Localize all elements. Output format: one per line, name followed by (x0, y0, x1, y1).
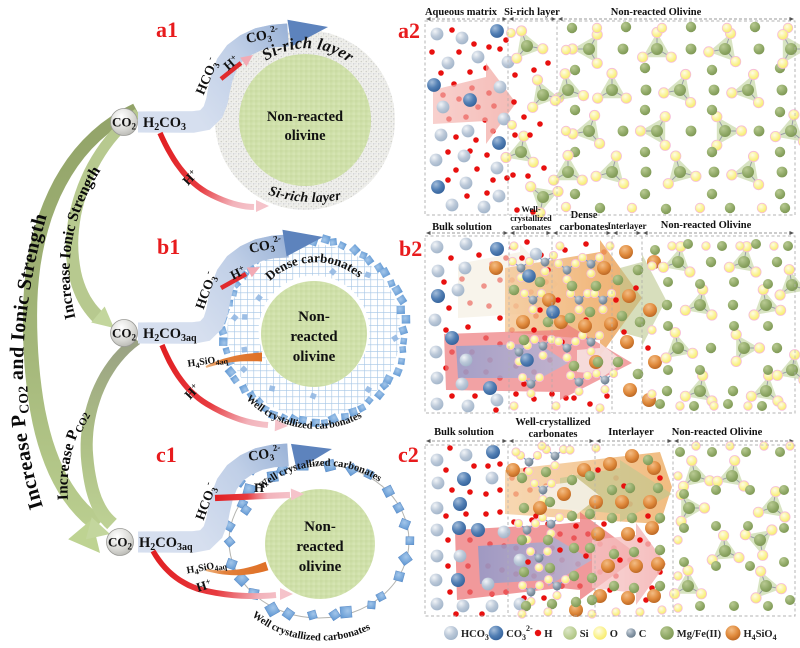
svg-text:c2: c2 (398, 442, 419, 467)
svg-text:H2CO3: H2CO3 (143, 115, 186, 133)
svg-text:C: C (639, 629, 647, 640)
svg-text:olivine: olivine (293, 349, 336, 365)
svg-text:reacted: reacted (290, 329, 338, 345)
svg-text:CO32-: CO32- (247, 442, 283, 466)
svg-text:H: H (544, 629, 552, 640)
svg-text:b1: b1 (157, 234, 180, 259)
svg-text:Interlayer: Interlayer (608, 221, 647, 231)
svg-text:Si: Si (580, 629, 589, 640)
svg-text:b2: b2 (399, 236, 422, 261)
svg-text:CO2: CO2 (112, 326, 137, 343)
svg-text:Non-reacted Olivine: Non-reacted Olivine (661, 220, 752, 231)
svg-text:carbonates: carbonates (529, 429, 578, 440)
svg-text:c1: c1 (156, 442, 177, 467)
svg-text:H+: H+ (228, 262, 248, 282)
svg-text:Si-rich layer: Si-rich layer (504, 7, 560, 18)
svg-text:Bulk solution: Bulk solution (432, 222, 492, 233)
svg-text:Non-reacted Olivine: Non-reacted Olivine (611, 7, 702, 18)
svg-text:Mg/Fe(II): Mg/Fe(II) (677, 629, 722, 640)
svg-text:reacted: reacted (296, 539, 344, 555)
svg-text:H4SiO4: H4SiO4 (744, 629, 777, 642)
svg-text:crystallized: crystallized (510, 213, 552, 223)
svg-text:CO2: CO2 (112, 115, 137, 132)
svg-text:a1: a1 (156, 17, 178, 42)
svg-text:Well-crystallized: Well-crystallized (515, 417, 590, 428)
svg-text:Dense: Dense (571, 210, 598, 221)
svg-text:Bulk solution: Bulk solution (434, 427, 494, 438)
svg-text:Non-reacted Olivine: Non-reacted Olivine (672, 427, 763, 438)
svg-text:CO2: CO2 (108, 535, 133, 552)
svg-text:olivine: olivine (299, 559, 342, 575)
svg-text:carbonates: carbonates (511, 222, 551, 232)
svg-text:Non-: Non- (304, 519, 336, 535)
svg-text:olivine: olivine (284, 128, 326, 144)
svg-text:Interlayer: Interlayer (608, 427, 654, 438)
svg-text:Well-: Well- (521, 204, 541, 214)
svg-text:carbonates: carbonates (560, 222, 609, 233)
svg-text:O: O (610, 629, 618, 640)
svg-text:Non-reacted: Non-reacted (267, 109, 343, 125)
svg-text:a2: a2 (398, 18, 420, 43)
svg-text:Aqueous matrix: Aqueous matrix (425, 7, 498, 18)
svg-text:Non-: Non- (298, 309, 330, 325)
svg-text:HCO3: HCO3 (461, 629, 489, 642)
